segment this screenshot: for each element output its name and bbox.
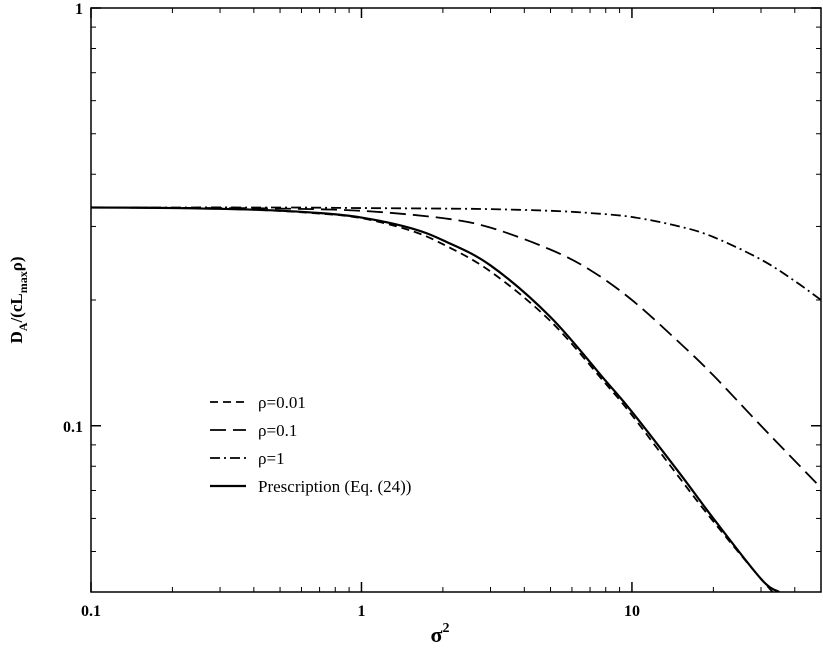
series-line — [91, 206, 821, 489]
legend-label: ρ=0.1 — [258, 421, 297, 440]
series-line — [91, 206, 780, 592]
x-axis-label: σ2 — [431, 621, 450, 647]
legend-label: ρ=0.01 — [258, 393, 306, 412]
legend: ρ=0.01 ρ=0.1 ρ=1 Prescription (Eq. (24)) — [210, 393, 411, 496]
x-tick-label: 10 — [624, 603, 640, 620]
x-tick-label: 0.1 — [81, 603, 101, 620]
y-tick-label: 0.1 — [63, 419, 83, 436]
series-group — [91, 206, 821, 592]
series-line — [91, 206, 821, 301]
y-tick-label: 1 — [75, 1, 83, 18]
axis-ticks: 0.1 1 10 0.1 1 — [63, 1, 821, 620]
y-axis-label: DA/(cLmaxρ) — [7, 257, 30, 344]
legend-label: Prescription (Eq. (24)) — [258, 477, 411, 496]
legend-label: ρ=1 — [258, 449, 285, 468]
plot-frame — [90, 7, 822, 593]
x-tick-label: 1 — [357, 603, 365, 620]
series-line — [91, 206, 774, 592]
